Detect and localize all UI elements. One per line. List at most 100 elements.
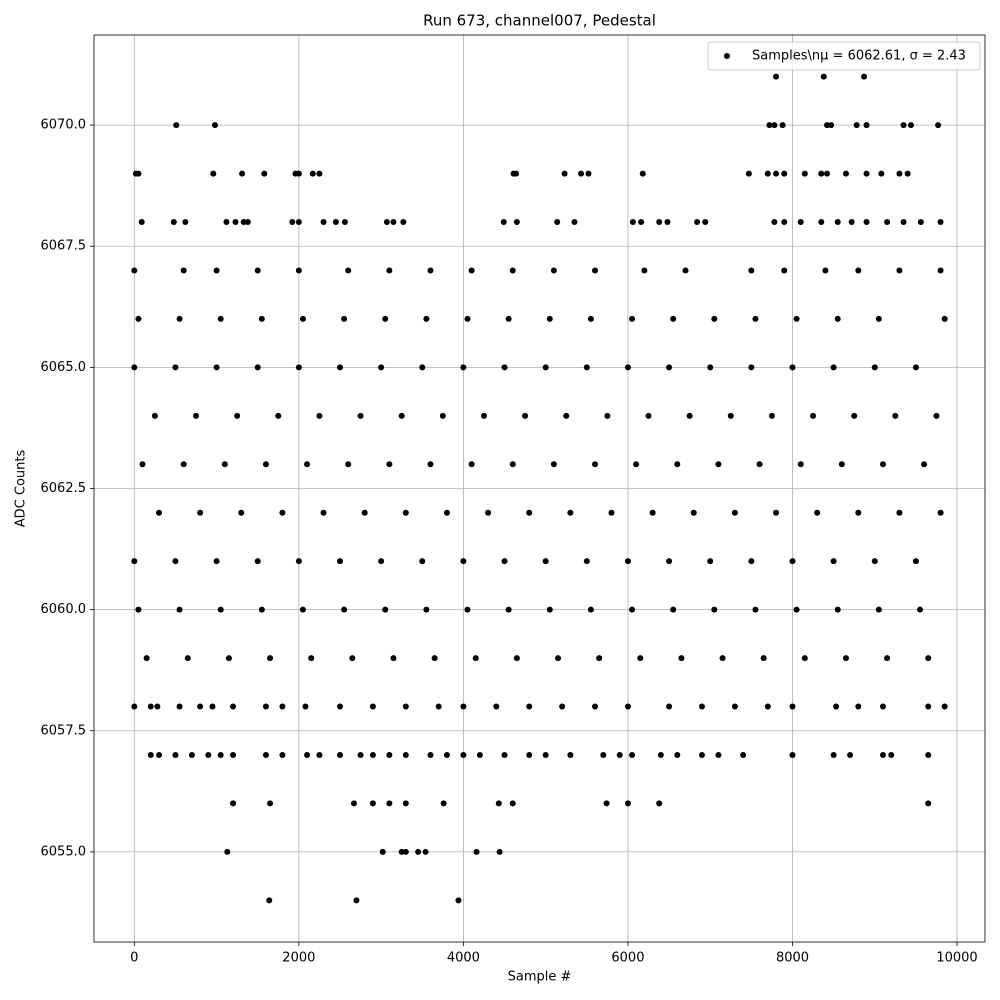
point xyxy=(824,170,831,177)
point xyxy=(781,267,788,274)
point xyxy=(853,122,860,129)
point xyxy=(439,412,446,419)
point xyxy=(464,606,471,613)
point xyxy=(863,122,870,129)
point xyxy=(847,751,854,758)
point xyxy=(423,606,430,613)
point xyxy=(907,122,914,129)
point xyxy=(240,219,247,226)
point xyxy=(501,558,508,565)
point xyxy=(353,897,360,904)
point xyxy=(476,751,483,758)
point xyxy=(419,558,426,565)
point xyxy=(262,461,269,468)
x-tick-label: 6000 xyxy=(611,951,644,966)
point xyxy=(500,219,507,226)
y-tick-label: 6070.0 xyxy=(41,118,87,133)
point xyxy=(357,751,364,758)
point xyxy=(567,751,574,758)
point xyxy=(664,219,671,226)
point xyxy=(382,606,389,613)
point xyxy=(666,364,673,371)
point xyxy=(690,509,697,516)
point xyxy=(904,170,911,177)
point xyxy=(666,558,673,565)
point xyxy=(801,170,808,177)
point xyxy=(624,800,631,807)
point xyxy=(493,703,500,710)
point xyxy=(682,267,689,274)
point xyxy=(789,703,796,710)
point xyxy=(485,509,492,516)
point xyxy=(173,122,180,129)
point xyxy=(937,219,944,226)
point xyxy=(261,170,268,177)
point xyxy=(855,267,862,274)
point xyxy=(468,267,475,274)
point xyxy=(258,606,265,613)
point xyxy=(820,73,827,80)
point xyxy=(336,558,343,565)
point xyxy=(279,509,286,516)
point xyxy=(188,751,195,758)
point xyxy=(587,606,594,613)
point xyxy=(316,412,323,419)
point xyxy=(386,267,393,274)
point xyxy=(172,751,179,758)
point xyxy=(587,315,594,322)
point xyxy=(386,751,393,758)
point xyxy=(336,703,343,710)
point xyxy=(170,219,177,226)
point xyxy=(505,315,512,322)
point xyxy=(892,412,899,419)
point xyxy=(431,655,438,662)
point xyxy=(505,606,512,613)
point xyxy=(472,655,479,662)
point xyxy=(711,315,718,322)
point xyxy=(863,219,870,226)
point xyxy=(357,412,364,419)
point xyxy=(879,751,886,758)
point xyxy=(369,800,376,807)
point xyxy=(345,267,352,274)
point xyxy=(379,848,386,855)
point xyxy=(912,364,919,371)
point xyxy=(875,315,882,322)
point xyxy=(748,558,755,565)
legend-label: Samples\nμ = 6062.61, σ = 2.43 xyxy=(752,49,966,64)
point xyxy=(176,606,183,613)
point xyxy=(443,509,450,516)
point xyxy=(596,655,603,662)
point xyxy=(267,800,274,807)
point xyxy=(172,364,179,371)
point xyxy=(221,461,228,468)
point xyxy=(921,461,928,468)
point xyxy=(925,751,932,758)
point xyxy=(176,315,183,322)
point xyxy=(592,703,599,710)
point xyxy=(440,800,447,807)
point xyxy=(496,848,503,855)
point xyxy=(427,267,434,274)
point xyxy=(341,606,348,613)
point xyxy=(771,219,778,226)
point xyxy=(382,315,389,322)
point xyxy=(460,703,467,710)
point xyxy=(423,315,430,322)
point xyxy=(398,412,405,419)
point xyxy=(209,703,216,710)
y-tick-label: 6060.0 xyxy=(41,602,87,617)
point xyxy=(838,461,845,468)
point xyxy=(147,751,154,758)
point xyxy=(637,655,644,662)
point xyxy=(773,509,780,516)
point xyxy=(361,509,368,516)
point xyxy=(937,267,944,274)
point xyxy=(773,170,780,177)
point xyxy=(402,751,409,758)
point xyxy=(180,461,187,468)
point xyxy=(781,219,788,226)
point xyxy=(592,267,599,274)
point xyxy=(583,558,590,565)
